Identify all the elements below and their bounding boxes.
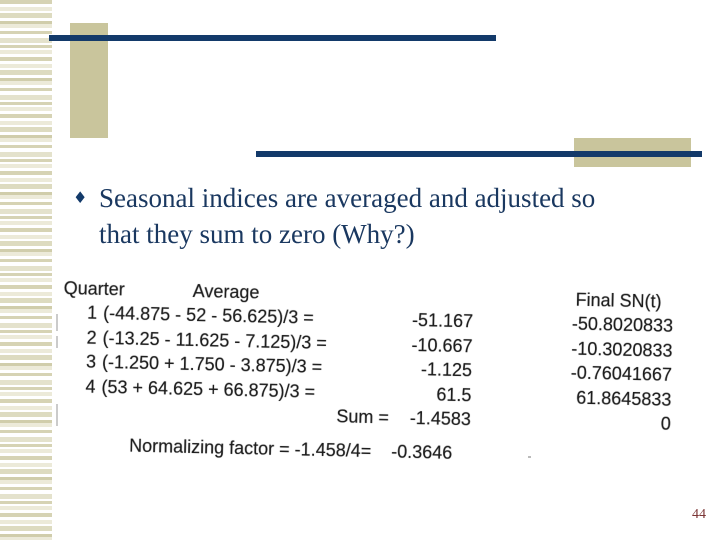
top-accent-rectangle xyxy=(70,23,108,138)
bullet-text-block: ♦ Seasonal indices are averaged and adju… xyxy=(73,180,698,252)
average-value: -10.667 xyxy=(411,334,473,357)
sum-final-value: 0 xyxy=(660,413,672,434)
average-expression: (-44.875 - 52 - 56.625)/3 = xyxy=(102,303,314,329)
normalizing-factor-row: Normalizing factor = -1.458/4= -0.3646 xyxy=(58,432,673,470)
normalizing-factor-label: Normalizing factor = -1.458/4= xyxy=(128,436,372,462)
scan-artifact xyxy=(56,336,58,348)
scan-artifact xyxy=(56,404,58,426)
average-expression: (-13.25 - 11.625 - 7.125)/3 = xyxy=(102,327,328,353)
quarter-number: 4 xyxy=(85,376,96,397)
quarter-number: 1 xyxy=(86,302,98,324)
diamond-bullet-icon: ♦ xyxy=(73,188,88,207)
headline-line-2: that they sum to zero (Why?) xyxy=(99,219,415,249)
scan-artifact xyxy=(56,314,58,331)
quarter-number: 2 xyxy=(86,327,97,348)
headline-text: Seasonal indices are averaged and adjust… xyxy=(99,180,595,252)
average-value: -51.167 xyxy=(411,310,474,332)
sum-value: -1.4583 xyxy=(409,407,472,430)
top-divider-line xyxy=(49,35,496,41)
scan-artifact xyxy=(528,456,531,458)
quarter-column-header: Quarter xyxy=(63,278,125,300)
headline-line-1: Seasonal indices are averaged and adjust… xyxy=(99,183,596,213)
seasonal-index-calculation-table: Quarter Average Final SN(t) 1 (-44.875 - 5… xyxy=(58,276,677,471)
average-value: 61.5 xyxy=(436,384,472,405)
average-expression: (-1.250 + 1.750 - 3.875)/3 = xyxy=(101,352,323,378)
average-value: -1.125 xyxy=(420,359,473,381)
quarter-number: 3 xyxy=(85,351,97,373)
average-column-header: Average xyxy=(192,280,260,303)
normalizing-factor-value: -0.3646 xyxy=(391,441,453,464)
left-stripe-decoration xyxy=(0,0,52,540)
average-expression: (53 + 64.625 + 66.875)/3 = xyxy=(101,376,316,402)
page-number: 44 xyxy=(692,507,706,522)
mid-divider-line xyxy=(256,151,702,157)
